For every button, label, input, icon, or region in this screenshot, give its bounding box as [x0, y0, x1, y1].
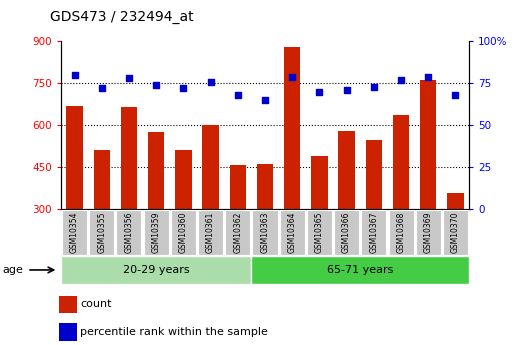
Bar — [257, 164, 273, 209]
Bar — [447, 194, 464, 209]
FancyBboxPatch shape — [61, 256, 251, 284]
FancyBboxPatch shape — [171, 210, 196, 255]
Point — [424, 74, 432, 79]
FancyBboxPatch shape — [416, 210, 441, 255]
Point — [125, 76, 133, 81]
Bar — [229, 166, 246, 209]
Text: count: count — [81, 299, 112, 309]
FancyBboxPatch shape — [225, 210, 250, 255]
FancyBboxPatch shape — [334, 210, 359, 255]
FancyBboxPatch shape — [361, 210, 386, 255]
Text: GSM10366: GSM10366 — [342, 211, 351, 253]
Bar — [94, 150, 110, 209]
Text: GSM10365: GSM10365 — [315, 211, 324, 253]
Text: GSM10364: GSM10364 — [288, 211, 297, 253]
Point — [234, 92, 242, 98]
Text: GSM10369: GSM10369 — [424, 211, 432, 253]
Text: GSM10370: GSM10370 — [451, 211, 460, 253]
Bar — [284, 47, 301, 209]
Point — [451, 92, 460, 98]
Point — [70, 72, 79, 78]
Point — [98, 86, 106, 91]
Bar — [420, 80, 436, 209]
Point — [369, 84, 378, 89]
Bar — [175, 150, 191, 209]
Bar — [148, 132, 164, 209]
Text: GSM10354: GSM10354 — [70, 211, 79, 253]
FancyBboxPatch shape — [443, 210, 468, 255]
Bar — [339, 131, 355, 209]
Bar — [121, 107, 137, 209]
FancyBboxPatch shape — [307, 210, 332, 255]
Text: GSM10368: GSM10368 — [396, 211, 405, 253]
Point — [342, 87, 351, 93]
FancyBboxPatch shape — [117, 210, 142, 255]
Point — [179, 86, 188, 91]
Point — [397, 77, 405, 83]
FancyBboxPatch shape — [252, 210, 278, 255]
FancyBboxPatch shape — [144, 210, 169, 255]
Bar — [393, 115, 409, 209]
Point — [261, 97, 269, 103]
FancyBboxPatch shape — [388, 210, 413, 255]
Text: GSM10356: GSM10356 — [125, 211, 134, 253]
Text: 20-29 years: 20-29 years — [123, 265, 190, 275]
Point — [152, 82, 161, 88]
FancyBboxPatch shape — [198, 210, 223, 255]
Bar — [366, 140, 382, 209]
Point — [315, 89, 324, 94]
Text: GSM10355: GSM10355 — [98, 211, 106, 253]
Text: GSM10362: GSM10362 — [233, 211, 242, 253]
FancyBboxPatch shape — [280, 210, 305, 255]
Bar — [311, 156, 328, 209]
Text: GSM10361: GSM10361 — [206, 211, 215, 253]
Text: GSM10367: GSM10367 — [369, 211, 378, 253]
Text: age: age — [3, 265, 23, 275]
Bar — [66, 106, 83, 209]
Text: percentile rank within the sample: percentile rank within the sample — [81, 327, 268, 337]
Text: 65-71 years: 65-71 years — [327, 265, 393, 275]
FancyBboxPatch shape — [62, 210, 87, 255]
Text: GSM10360: GSM10360 — [179, 211, 188, 253]
Point — [206, 79, 215, 84]
FancyBboxPatch shape — [89, 210, 114, 255]
Bar — [59, 296, 77, 313]
Text: GSM10363: GSM10363 — [261, 211, 269, 253]
Bar — [202, 125, 219, 209]
Bar — [59, 324, 77, 341]
Point — [288, 74, 296, 79]
Text: GDS473 / 232494_at: GDS473 / 232494_at — [50, 10, 194, 24]
FancyBboxPatch shape — [251, 256, 469, 284]
Text: GSM10359: GSM10359 — [152, 211, 161, 253]
